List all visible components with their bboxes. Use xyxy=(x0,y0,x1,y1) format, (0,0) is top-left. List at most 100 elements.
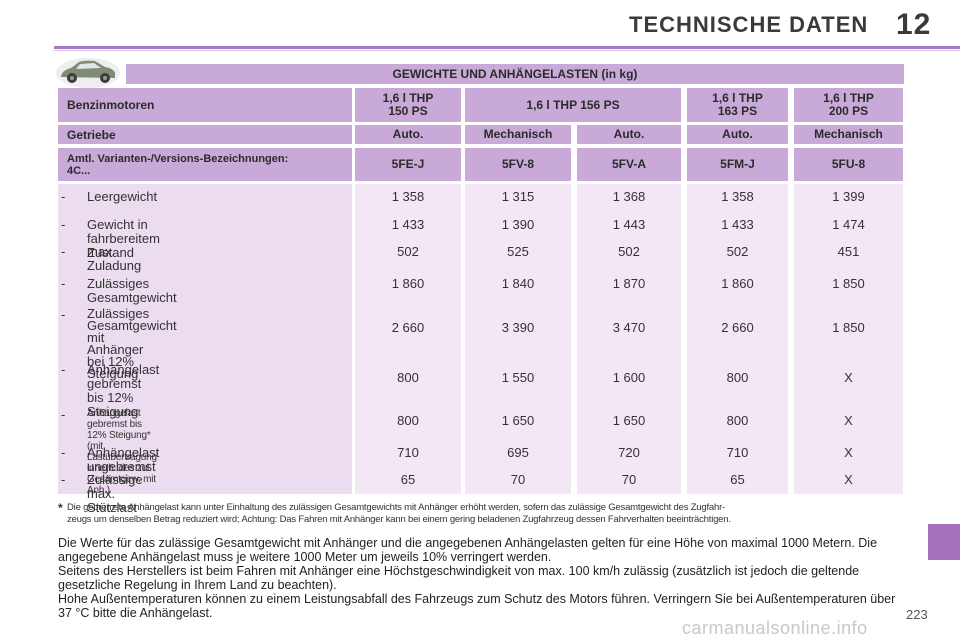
chapter-number: 12 xyxy=(896,8,932,41)
table-cell: 1 860 xyxy=(391,276,425,291)
table-cell: 1 840 xyxy=(501,276,535,291)
table-cell: 710 xyxy=(726,445,749,460)
table-cell: 1 650 xyxy=(612,413,646,428)
header-rule xyxy=(54,46,960,49)
header-variant-label: Amtl. Varianten-/Versions-Bezeichnungen:… xyxy=(58,148,352,181)
table-cell: X xyxy=(844,472,853,487)
table-cell: 800 xyxy=(726,413,749,428)
row-label-text: Zulässiges Gesamtgewicht mit Anhänger be… xyxy=(87,306,177,381)
chapter-side-tab xyxy=(928,524,960,560)
header-gearbox-2: Auto. xyxy=(577,125,681,144)
table-cell: 502 xyxy=(397,244,419,259)
table-cell: 70 xyxy=(621,472,637,487)
row-dash: - xyxy=(61,362,66,377)
header-rule-thin xyxy=(54,50,960,51)
row-label-text: Leergewicht xyxy=(87,189,158,204)
table-cell: 1 368 xyxy=(612,189,646,204)
header-engine-label: Benzinmotoren xyxy=(58,88,352,122)
table-title: GEWICHTE UND ANHÄNGELASTEN (in kg) xyxy=(126,64,904,84)
table-cell: 1 433 xyxy=(721,217,754,232)
table-cell: 1 870 xyxy=(612,276,646,291)
footnote-line-2: zeugs um denselben Betrag reduziert wird… xyxy=(67,514,731,525)
header-gearbox-4: Mechanisch xyxy=(794,125,903,144)
footnote-star: * xyxy=(58,501,63,515)
body-column-2 xyxy=(577,184,681,494)
table-cell: 65 xyxy=(730,472,745,487)
table-cell: 720 xyxy=(618,445,640,460)
body-label-column xyxy=(58,184,352,494)
table-cell: 70 xyxy=(510,472,526,487)
header-engine-0: 1,6 l THP 150 PS xyxy=(355,88,461,122)
table-cell: 1 550 xyxy=(501,370,535,385)
table-cell: 1 850 xyxy=(832,276,865,291)
table-cell: 2 660 xyxy=(391,320,425,335)
car-icon xyxy=(56,58,120,88)
table-cell: 65 xyxy=(400,472,416,487)
table-cell: 1 390 xyxy=(501,217,535,232)
row-dash: - xyxy=(61,276,66,291)
body-column-0 xyxy=(355,184,461,494)
table-cell: 1 433 xyxy=(391,217,425,232)
row-label-text: Anhängelast gebremst bis 12% Steigung xyxy=(87,362,160,419)
page-number: 223 xyxy=(906,607,928,622)
row-label-text: Zulässiges Gesamtgewicht xyxy=(87,276,177,305)
table-cell: 1 443 xyxy=(612,217,646,232)
header-gearbox-1: Mechanisch xyxy=(465,125,571,144)
table-cell: X xyxy=(844,370,853,385)
body-column-1 xyxy=(465,184,571,494)
header-engine-3: 1,6 l THP 200 PS xyxy=(794,88,903,122)
table-cell: 1 358 xyxy=(391,189,425,204)
paragraph-altitude: Die Werte für das zulässige Gesamtgewich… xyxy=(58,536,878,564)
row-dash: - xyxy=(61,445,66,460)
row-label-text: Gewicht in fahrbereitem Zustand xyxy=(87,217,160,260)
table-cell: 1 399 xyxy=(832,189,865,204)
table-cell: 1 860 xyxy=(721,276,754,291)
header-gearbox-label: Getriebe xyxy=(58,125,352,144)
watermark: carmanualsonline.info xyxy=(682,618,868,638)
row-dash: - xyxy=(61,407,66,422)
row-dash: - xyxy=(61,472,66,487)
header-engine-2: 1,6 l THP 163 PS xyxy=(687,88,788,122)
header-engine-1: 1,6 l THP 156 PS xyxy=(465,88,681,122)
header-variant-2: 5FV-A xyxy=(577,148,681,181)
row-dash: - xyxy=(61,244,66,259)
header-variant-3: 5FM-J xyxy=(687,148,788,181)
header-variant-1: 5FV-8 xyxy=(465,148,571,181)
table-cell: 1 315 xyxy=(501,189,535,204)
table-cell: 3 470 xyxy=(612,320,646,335)
table-cell: 1 650 xyxy=(501,413,535,428)
table-cell: 695 xyxy=(507,445,529,460)
header-variant-4: 5FU-8 xyxy=(794,148,903,181)
row-label-text: Anhängelast ungebremst xyxy=(87,445,160,474)
table-cell: 525 xyxy=(507,244,529,259)
header-variant-0: 5FE-J xyxy=(355,148,461,181)
table-cell: 800 xyxy=(397,370,419,385)
table-cell: 2 660 xyxy=(721,320,754,335)
table-cell: X xyxy=(844,445,853,460)
table-cell: 1 600 xyxy=(612,370,646,385)
table-cell: 451 xyxy=(837,244,860,259)
table-cell: 1 358 xyxy=(721,189,754,204)
table-cell: 1 474 xyxy=(832,217,865,232)
row-label-text: Anhängelast gebremst bis 12% Steigung* (… xyxy=(87,408,157,496)
paragraph-temperature: Hohe Außentemperaturen können zu einem L… xyxy=(58,592,896,620)
body-column-3 xyxy=(687,184,788,494)
header-gearbox-3: Auto. xyxy=(687,125,788,144)
body-column-4 xyxy=(794,184,903,494)
row-dash: - xyxy=(61,307,66,322)
row-dash: - xyxy=(61,217,66,232)
table-cell: 502 xyxy=(618,244,640,259)
row-dash: - xyxy=(61,189,66,204)
row-label-text: Zulässige max. Stützlast xyxy=(87,472,143,515)
table-cell: 3 390 xyxy=(501,320,535,335)
table-cell: 800 xyxy=(397,413,419,428)
table-cell: 800 xyxy=(726,370,749,385)
footnote-line-1: Die gebremste Anhängelast kann unter Ein… xyxy=(67,502,726,513)
table-cell: 1 850 xyxy=(832,320,865,335)
table-cell: 710 xyxy=(397,445,419,460)
header-gearbox-0: Auto. xyxy=(355,125,461,144)
table-cell: 502 xyxy=(726,244,749,259)
chapter-title: TECHNISCHE DATEN xyxy=(629,12,869,37)
row-label-text: max. Zuladung xyxy=(87,244,142,273)
paragraph-speed: Seitens des Herstellers ist beim Fahren … xyxy=(58,564,860,592)
